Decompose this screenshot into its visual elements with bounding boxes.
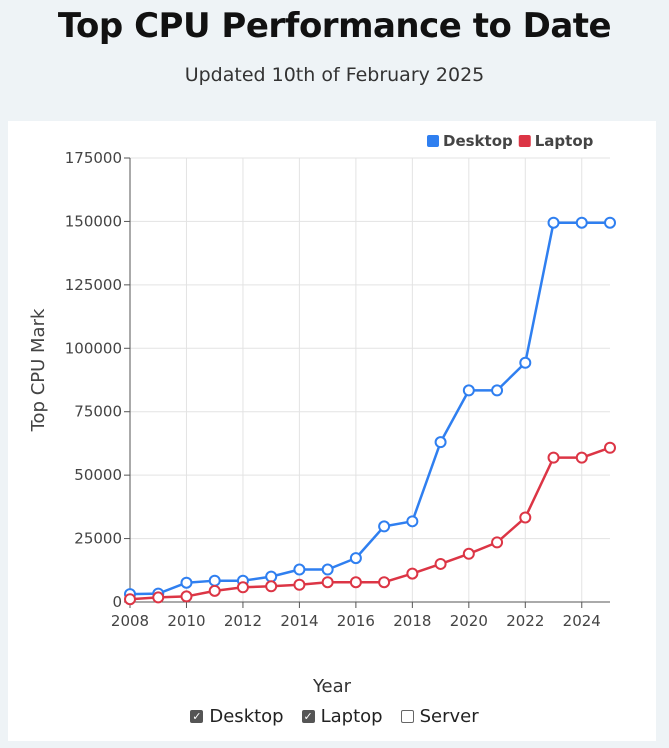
laptop-data-point [152,591,165,604]
desktop-data-point [604,216,616,229]
laptop-data-point [349,576,362,589]
desktop-data-point [491,384,504,397]
desktop-data-point [406,515,419,528]
desktop-data-point [575,216,588,229]
toggle-desktop[interactable]: ✓ Desktop [190,706,284,727]
laptop-data-point [293,578,306,591]
y-axis-label: Top CPU Mark [28,308,49,432]
y-tick-label: 25000 [74,530,122,548]
desktop-data-point [180,576,193,589]
desktop-data-point [547,216,560,229]
page-title: Top CPU Performance to Date [57,6,612,46]
y-tick-label: 125000 [65,276,122,294]
laptop-data-point [434,557,447,570]
laptop-data-point [406,567,419,580]
y-tick-label: 175000 [65,149,122,167]
laptop-data-point [265,580,278,593]
laptop-data-point [604,441,616,454]
toggle-laptop[interactable]: ✓ Laptop [301,706,383,727]
laptop-data-point [519,511,532,524]
toggle-laptop-label: Laptop [320,706,383,727]
legend-swatch-laptop [518,135,531,147]
desktop-data-point [434,436,447,449]
x-tick-label: 2022 [506,612,544,630]
toggle-desktop-label: Desktop [209,706,284,727]
laptop-data-point [124,593,136,606]
line-chart: 0 25000 50000 75000 100000 125000 150000 175000… [28,132,616,697]
checkbox-laptop[interactable]: ✓ [301,710,315,723]
desktop-data-point [462,384,475,397]
desktop-data-point [265,570,278,583]
y-tick-label: 50000 [74,466,122,484]
x-tick-label: 2016 [337,612,375,630]
laptop-data-point [180,590,193,603]
laptop-data-point [462,547,475,560]
y-tick-label: 75000 [74,403,122,421]
y-tick-label: 0 [112,593,122,611]
x-tick-label: 2024 [563,612,601,630]
laptop-data-point [575,451,588,464]
desktop-data-point [349,552,362,565]
toggle-server-label: Server [419,706,479,727]
x-tick-label: 2018 [393,612,431,630]
y-tick-label: 100000 [65,339,122,357]
x-tick-label: 2010 [167,612,205,630]
desktop-data-point [293,563,306,576]
laptop-data-point [321,576,334,589]
laptop-data-point [547,451,560,464]
y-tick-label: 150000 [65,212,122,230]
laptop-data-point [208,584,221,597]
desktop-data-point [519,356,532,369]
legend-label-desktop: Desktop [443,132,513,150]
laptop-data-point [236,581,249,594]
legend-swatch-desktop [427,135,439,147]
series-toggle-group: ✓ Desktop ✓ Laptop Server [0,706,669,727]
legend-label-laptop: Laptop [535,132,594,150]
laptop-data-point [491,536,504,549]
chart-panel: 0 25000 50000 75000 100000 125000 150000 175000… [8,121,656,741]
desktop-data-point [378,520,391,533]
desktop-data-point [321,563,334,576]
checkbox-server[interactable] [400,710,414,723]
desktop-data-point [208,574,221,587]
checkbox-desktop[interactable]: ✓ [190,710,204,723]
page-subtitle: Updated 10th of February 2025 [184,64,485,86]
x-tick-label: 2008 [111,612,149,630]
x-tick-label: 2012 [224,612,262,630]
x-axis-label: Year [312,676,352,697]
x-tick-label: 2014 [280,612,318,630]
laptop-data-point [378,576,391,589]
toggle-server[interactable]: Server [400,706,479,727]
laptop-series-line [129,446,611,601]
x-tick-label: 2020 [450,612,488,630]
